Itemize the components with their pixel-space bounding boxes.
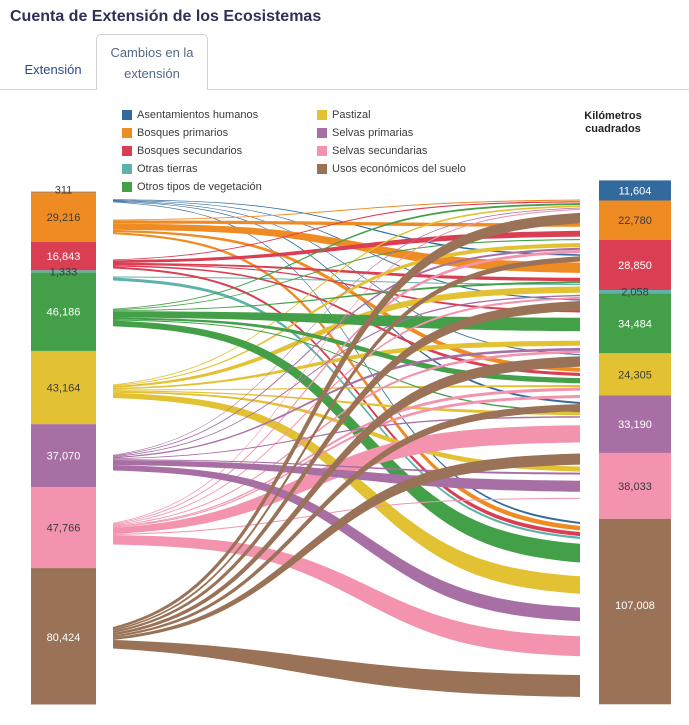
svg-text:24,305: 24,305 [618,369,652,381]
svg-text:38,033: 38,033 [618,481,652,493]
svg-text:34,484: 34,484 [618,318,652,330]
svg-text:46,186: 46,186 [47,307,81,319]
svg-text:43,164: 43,164 [47,383,81,395]
svg-text:22,780: 22,780 [618,215,652,227]
svg-text:11,604: 11,604 [619,185,652,197]
svg-text:80,424: 80,424 [47,632,81,644]
svg-text:311: 311 [55,184,73,196]
svg-text:2,058: 2,058 [621,287,649,299]
svg-text:33,190: 33,190 [618,419,652,431]
svg-text:47,766: 47,766 [47,523,81,535]
svg-text:29,216: 29,216 [47,212,81,224]
svg-text:1,333: 1,333 [50,266,78,278]
svg-text:107,008: 107,008 [615,600,655,612]
svg-text:16,843: 16,843 [47,251,81,263]
svg-text:37,070: 37,070 [47,451,81,463]
svg-text:28,850: 28,850 [618,260,652,272]
